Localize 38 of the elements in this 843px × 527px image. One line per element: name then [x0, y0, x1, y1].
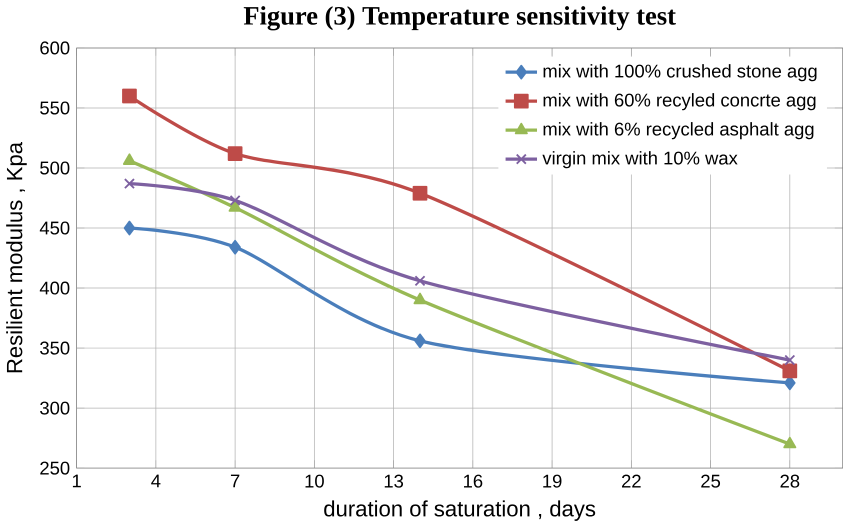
y-axis-title: Resilient modulus , Kpa — [6, 142, 27, 372]
legend-label: mix with 60% recyled concrte agg — [544, 93, 816, 110]
point — [414, 333, 426, 348]
point — [124, 220, 136, 236]
y-tick-label: 550 — [40, 101, 70, 114]
point — [124, 178, 135, 190]
point — [414, 292, 427, 304]
point — [228, 146, 242, 161]
x-tick-label: 25 — [701, 474, 720, 488]
y-tick-label: 500 — [40, 161, 70, 174]
x-tick-label: 1 — [72, 474, 81, 488]
point — [412, 186, 428, 201]
x-tick-label: 16 — [464, 474, 482, 488]
x-tick-label: 19 — [543, 474, 562, 488]
y-tick-label: 300 — [40, 402, 70, 415]
point — [784, 354, 796, 366]
x-tick-label: 10 — [306, 474, 324, 488]
y-tick-label: 600 — [40, 41, 70, 54]
y-tick-label: 250 — [40, 462, 70, 475]
point — [230, 194, 241, 206]
y-tick-label: 350 — [40, 342, 70, 355]
y-tick-label: 450 — [40, 221, 70, 235]
x-tick-label: 4 — [151, 474, 160, 488]
legend-label: mix with 6% recycled asphalt agg — [544, 122, 814, 140]
point — [229, 240, 241, 255]
x-tick-label: 28 — [780, 474, 800, 488]
x-tick-label: 7 — [230, 474, 240, 488]
point — [414, 275, 426, 286]
legend-label: mix with 100% crushed stone agg — [544, 64, 817, 82]
x-tick-label: 22 — [622, 474, 641, 488]
legend-label: virgin mix with 10% wax — [542, 151, 738, 168]
x-axis-title: duration of saturation , days — [324, 500, 596, 521]
chart-title: Figure (3) Temperature sensitivity test — [244, 6, 676, 30]
point — [782, 363, 798, 378]
point — [122, 88, 137, 104]
point — [783, 436, 796, 448]
x-tick-label: 13 — [384, 474, 404, 488]
y-tick-label: 400 — [40, 282, 70, 295]
